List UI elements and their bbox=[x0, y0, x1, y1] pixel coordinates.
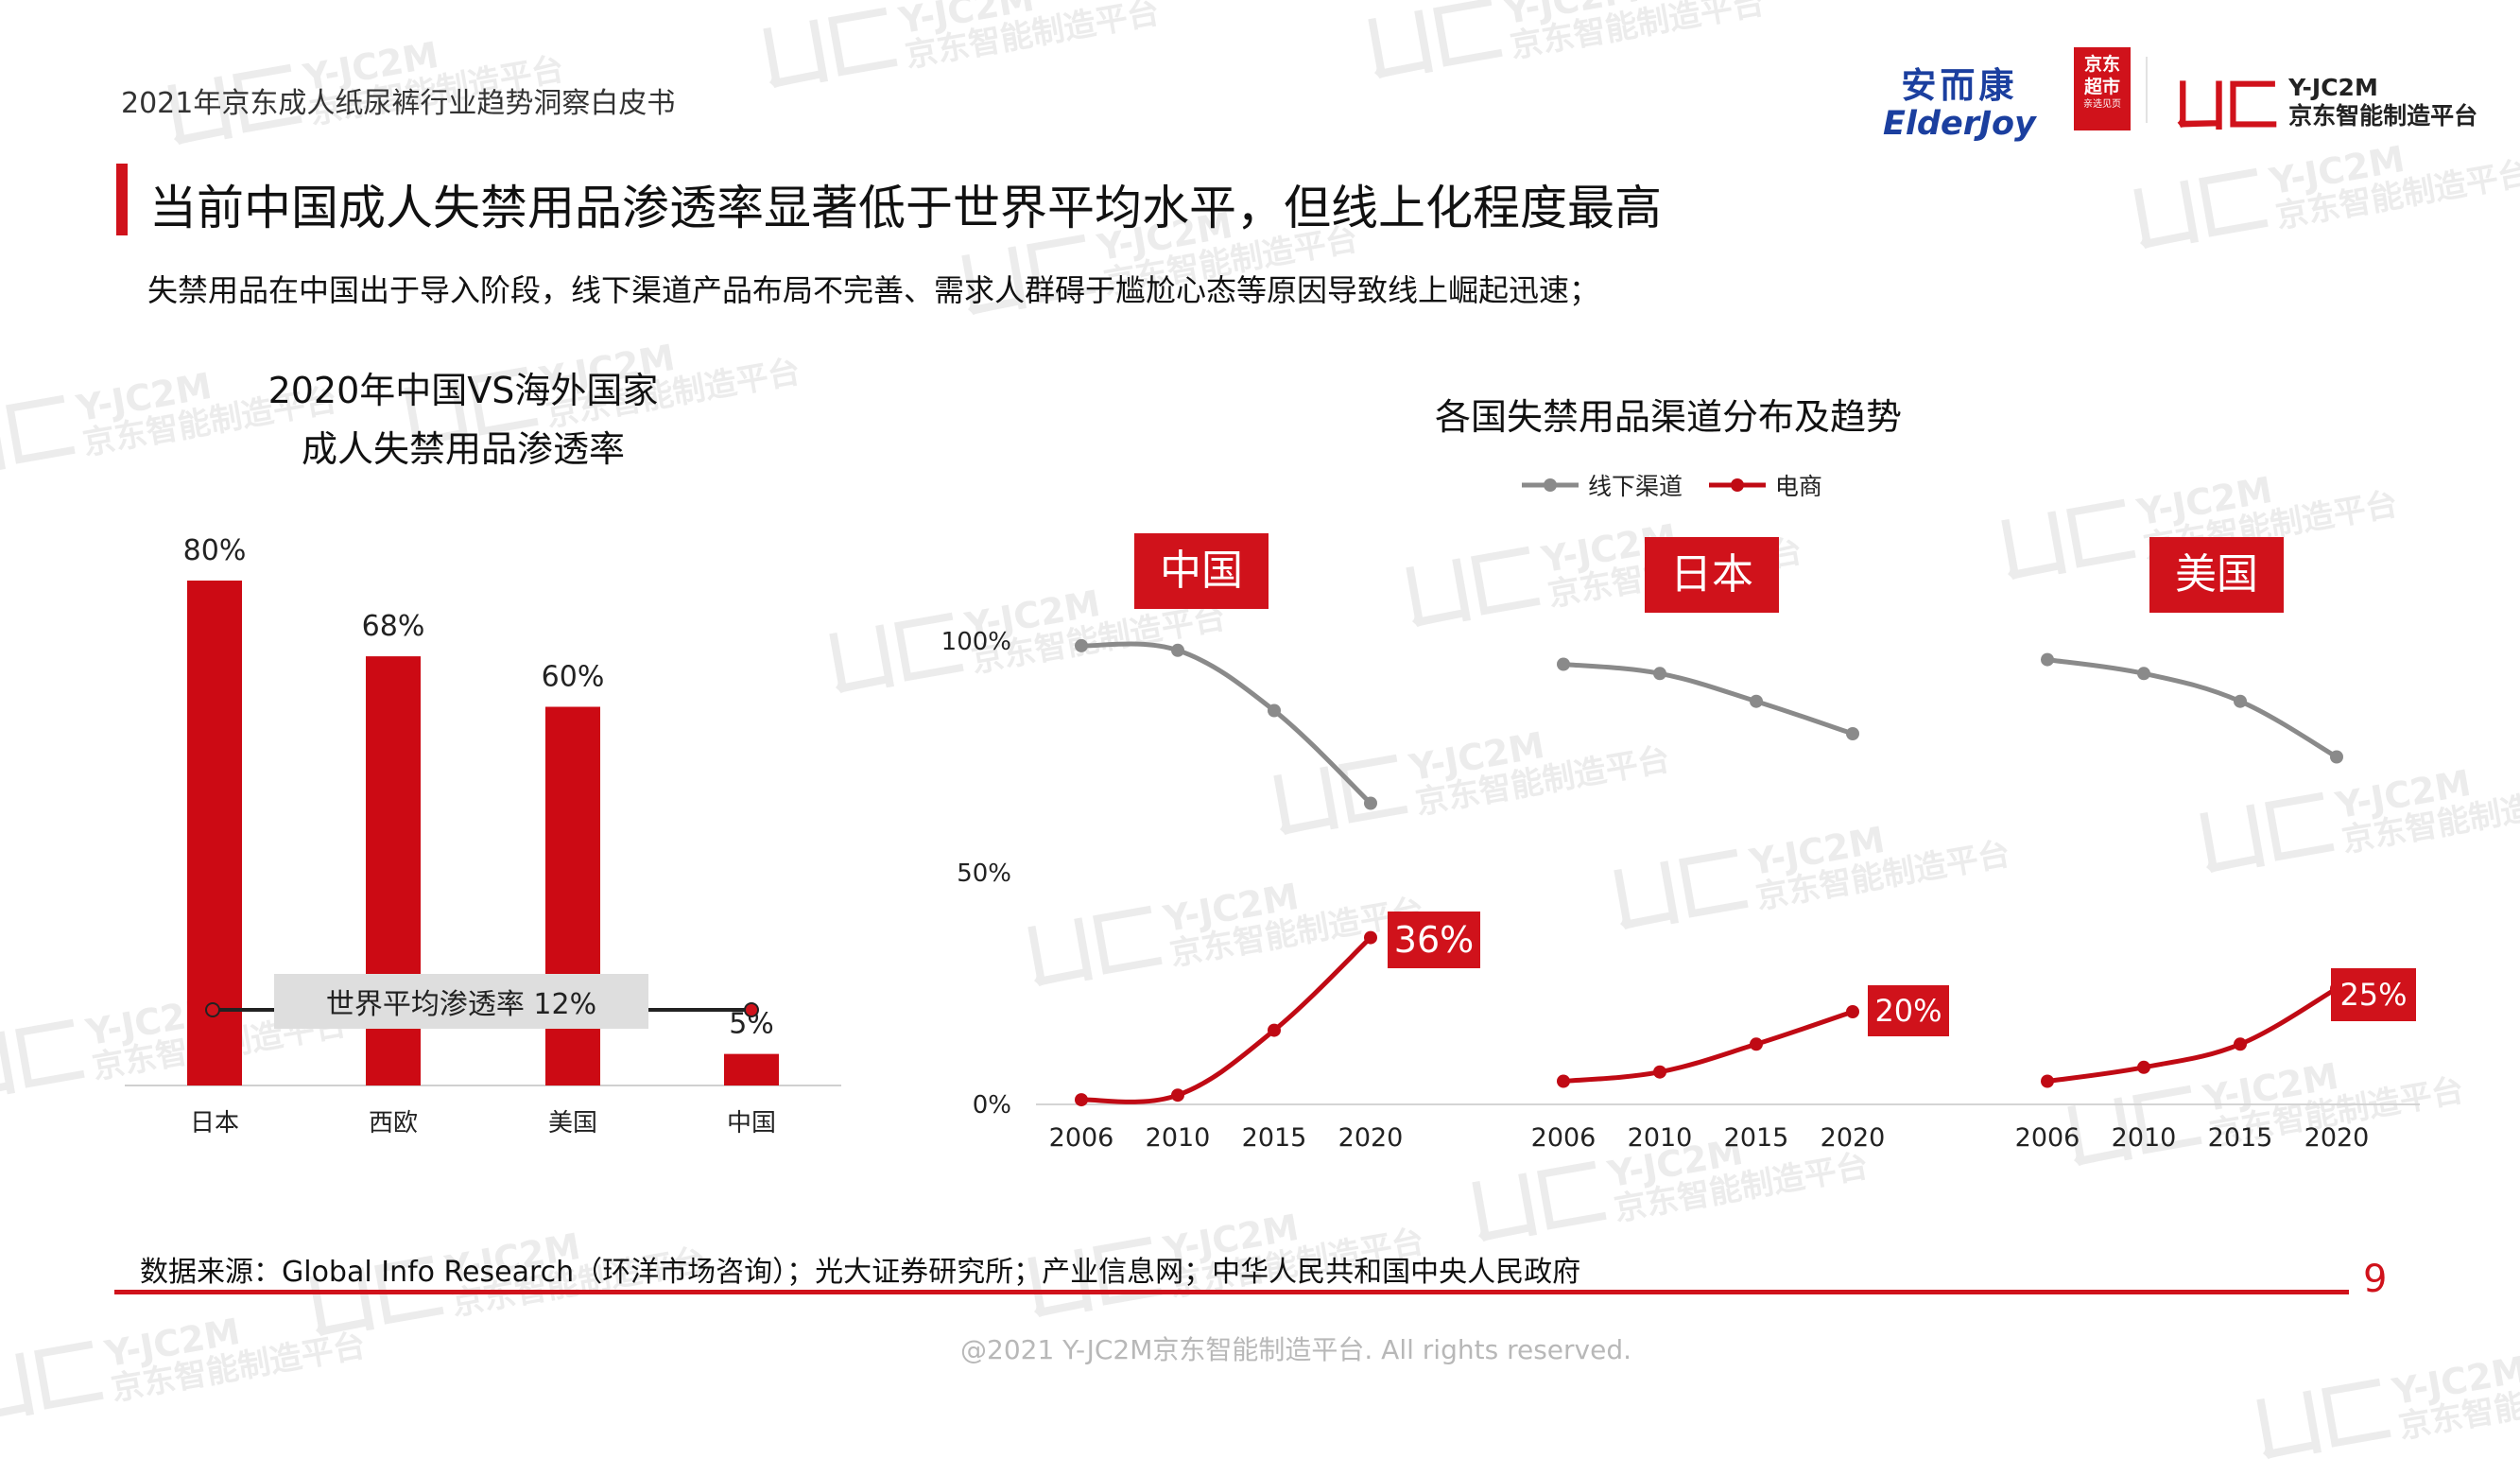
end-label-japan: 20% bbox=[1868, 985, 1949, 1036]
series-line bbox=[1562, 1009, 1854, 1084]
series-point bbox=[1268, 1023, 1281, 1037]
x-tick-label: 2015 bbox=[1242, 1123, 1307, 1153]
yjc2m-logo-line1: Y-JC2M bbox=[2288, 73, 2378, 101]
panel-label-japan: 日本 bbox=[1645, 537, 1779, 613]
x-tick-label: 西欧 bbox=[369, 1109, 418, 1137]
jd-logo-line1: 京东 bbox=[2083, 54, 2120, 75]
x-tick-label: 2010 bbox=[1628, 1123, 1693, 1153]
page-title: 当前中国成人失禁用品渗透率显著低于世界平均水平，但线上化程度最高 bbox=[149, 181, 1662, 235]
bar-value-label: 68% bbox=[362, 610, 425, 643]
x-tick-label: 2006 bbox=[2015, 1123, 2080, 1153]
series-line bbox=[1080, 641, 1372, 806]
bar-chart-title-line2: 成人失禁用品渗透率 bbox=[301, 428, 625, 470]
series-line bbox=[1562, 662, 1854, 737]
x-tick-label: 2015 bbox=[2208, 1123, 2273, 1153]
series-point bbox=[1364, 930, 1377, 945]
yjc2m-mark-icon: ㄩ匚 bbox=[2172, 74, 2281, 140]
copyright-text: @2021 Y-JC2M京东智能制造平台. All rights reserve… bbox=[960, 1334, 1631, 1365]
series-point bbox=[1364, 796, 1377, 810]
series-point bbox=[2330, 750, 2343, 764]
line-chart: 0% 50% 100% 2006 2010 2015 2020 2006 2010 2015 202… bbox=[941, 628, 2420, 1153]
panel-label-china: 中国 bbox=[1134, 533, 1269, 609]
series-point bbox=[1653, 667, 1666, 681]
series-point bbox=[1846, 1005, 1859, 1018]
bar bbox=[724, 1053, 779, 1085]
series-line bbox=[1080, 935, 1372, 1104]
x-tick-label: 美国 bbox=[548, 1109, 597, 1137]
reference-label: 世界平均渗透率 12% bbox=[326, 988, 596, 1021]
bar-value-label: 60% bbox=[542, 661, 605, 694]
bar-chart-title-line1: 2020年中国VS海外国家 bbox=[268, 370, 659, 411]
line-chart-marks: 0% 50% 100% 2006 2010 2015 2020 2006 2010 2015 202… bbox=[941, 628, 2420, 1153]
end-label-china: 36% bbox=[1388, 912, 1480, 968]
series-point bbox=[2041, 1074, 2054, 1088]
x-tick-label: 2020 bbox=[1338, 1123, 1404, 1153]
end-label-usa: 25% bbox=[2331, 968, 2416, 1021]
series-line bbox=[2046, 986, 2339, 1084]
x-tick-label: 2006 bbox=[1531, 1123, 1597, 1153]
series-point bbox=[2234, 1037, 2247, 1051]
reference-dot-right bbox=[744, 1002, 759, 1017]
x-tick-label: 中国 bbox=[727, 1109, 776, 1137]
legend-online-swatch bbox=[1708, 478, 1766, 492]
series-point bbox=[1557, 1074, 1570, 1088]
yjc2m-logo-line2: 京东智能制造平台 bbox=[2288, 101, 2478, 130]
reference-dot-left bbox=[205, 1002, 220, 1017]
logo-divider bbox=[2146, 57, 2148, 123]
y-tick-label: 0% bbox=[973, 1091, 1011, 1120]
x-tick-label: 日本 bbox=[190, 1109, 239, 1137]
jd-logo-line2: 超市 bbox=[2083, 77, 2120, 97]
legend-online-label: 电商 bbox=[1774, 473, 1822, 500]
y-tick-label: 100% bbox=[941, 628, 1011, 656]
x-tick-label: 2010 bbox=[2112, 1123, 2177, 1153]
anerkang-logo-cn: 安而康 bbox=[1901, 65, 2018, 106]
series-point bbox=[1750, 1037, 1763, 1051]
series-point bbox=[2137, 667, 2150, 681]
x-tick-label: 2006 bbox=[1049, 1123, 1114, 1153]
line-chart-title: 各国失禁用品渠道分布及趋势 bbox=[1434, 396, 1902, 438]
series-point bbox=[1075, 638, 1088, 652]
jd-supermarket-logo: 京东 超市 亲选见页 bbox=[2074, 47, 2131, 130]
series-point bbox=[1557, 657, 1570, 671]
report-title: 2021年京东成人纸尿裤行业趋势洞察白皮书 bbox=[121, 87, 676, 120]
legend-offline-label: 线下渠道 bbox=[1587, 473, 1683, 500]
page-number: 9 bbox=[2363, 1258, 2388, 1301]
title-accent-bar bbox=[116, 164, 128, 235]
jd-logo-line3: 亲选见页 bbox=[2083, 99, 2121, 110]
series-point bbox=[1171, 643, 1184, 657]
bar-chart-title: 2020年中国VS海外国家 成人失禁用品渗透率 bbox=[161, 361, 766, 478]
x-tick-label: 2020 bbox=[1821, 1123, 1886, 1153]
series-point bbox=[1846, 727, 1859, 740]
series-point bbox=[1653, 1065, 1666, 1079]
series-point bbox=[2041, 652, 2054, 667]
series-point bbox=[1750, 694, 1763, 708]
series-point bbox=[1075, 1093, 1088, 1107]
data-source: 数据来源：Global Info Research（环洋市场咨询）；光大证券研究… bbox=[140, 1256, 1581, 1289]
bar-value-label: 80% bbox=[183, 534, 247, 567]
y-tick-label: 50% bbox=[957, 860, 1011, 888]
line-chart-legend: 线下渠道 电商 bbox=[1520, 468, 1822, 502]
footer-divider bbox=[114, 1290, 2349, 1294]
series-point bbox=[2137, 1060, 2150, 1074]
x-tick-label: 2015 bbox=[1724, 1123, 1789, 1153]
series-point bbox=[2234, 694, 2247, 708]
series-point bbox=[1171, 1088, 1184, 1103]
x-tick-label: 2020 bbox=[2304, 1123, 2370, 1153]
page-subtitle: 失禁用品在中国出于导入阶段，线下渠道产品布局不完善、需求人群碍于尴尬心态等原因导… bbox=[147, 272, 1600, 308]
yjc2m-logo: ㄩ匚 Y-JC2M 京东智能制造平台 bbox=[2172, 61, 2477, 143]
series-line bbox=[2046, 657, 2339, 759]
panel-label-usa: 美国 bbox=[2149, 537, 2284, 613]
series-point bbox=[1268, 703, 1281, 718]
anerkang-logo-en: ElderJoy bbox=[1883, 105, 2036, 143]
anerkang-logo: 安而康 ElderJoy bbox=[1883, 57, 2036, 143]
x-tick-label: 2010 bbox=[1146, 1123, 1211, 1153]
legend-offline-swatch bbox=[1522, 478, 1579, 492]
reference-label-box bbox=[274, 974, 648, 1029]
bar bbox=[187, 581, 242, 1085]
